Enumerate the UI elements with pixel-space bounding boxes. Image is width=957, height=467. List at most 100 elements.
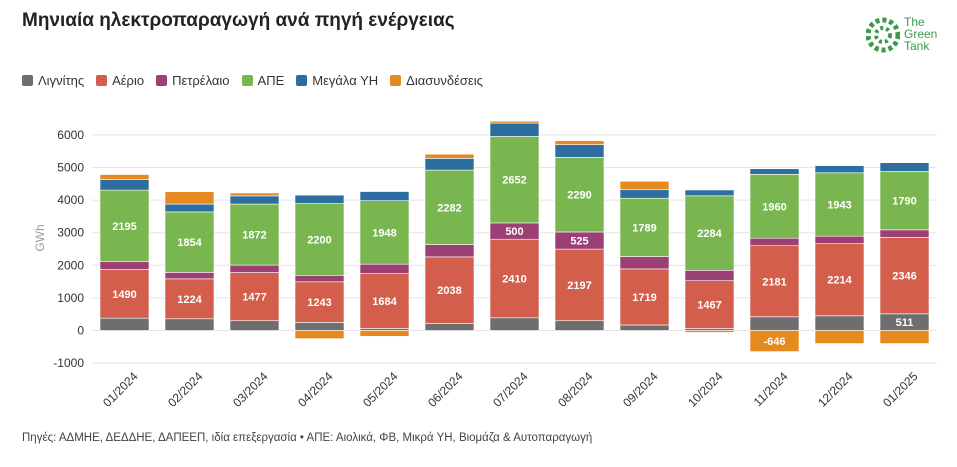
data-label: 2410	[502, 274, 526, 286]
bar-segment-res	[424, 169, 475, 245]
legend-label: Μεγάλα ΥΗ	[312, 73, 379, 88]
bar-segment-oil	[99, 261, 150, 270]
data-label: 1960	[762, 201, 786, 213]
data-label: 2214	[827, 275, 852, 287]
bar-segment-oil	[684, 269, 735, 282]
bar-segment-res	[684, 195, 735, 271]
data-label: 1854	[177, 237, 202, 249]
y-tick-label: 5000	[57, 161, 84, 175]
bar-segment-oil	[814, 235, 865, 244]
bar-segment-gas	[749, 245, 800, 318]
y-tick-label: -1000	[53, 356, 84, 370]
bar-segment-oil	[879, 229, 930, 238]
y-tick-label: 3000	[57, 226, 84, 240]
legend-swatch	[296, 75, 308, 86]
bar-segment-gas	[294, 281, 345, 323]
data-label: 1467	[697, 300, 721, 312]
bar-segment-res	[619, 197, 670, 257]
bar-segment-interconnections	[229, 192, 280, 197]
x-tick-label: 11/2024	[751, 369, 791, 409]
x-tick-label: 05/2024	[360, 369, 401, 410]
y-tick-label: 1000	[57, 291, 84, 305]
logo-leaf-icon	[866, 17, 900, 53]
data-label: 1948	[372, 227, 396, 239]
bar-segment-hydro	[424, 158, 475, 171]
bar-segment-lignite	[814, 315, 865, 331]
data-label: -646	[763, 336, 785, 348]
bar-segment-hydro	[749, 168, 800, 175]
bar-segment-lignite	[294, 322, 345, 331]
logo-text-line: Tank	[904, 39, 930, 53]
data-label: 2290	[567, 190, 591, 202]
bar-segment-lignite	[229, 320, 280, 331]
data-label: 1719	[632, 292, 656, 304]
bar-segment-interconnections	[424, 153, 475, 159]
bar-segment-hydro	[554, 144, 605, 158]
bar-segment-hydro	[359, 191, 410, 201]
legend-swatch	[22, 75, 33, 86]
bar-segment-interconnections	[99, 174, 150, 180]
data-label: 511	[896, 317, 914, 329]
legend-label: Πετρέλαιο	[172, 73, 230, 88]
legend-item-gas: Αέριο	[96, 73, 144, 88]
bar-segment-oil	[749, 237, 800, 247]
legend-item-oil: Πετρέλαιο	[156, 73, 230, 88]
logo-text: The Green Tank	[904, 16, 937, 52]
x-tick-label: 07/2024	[490, 369, 531, 410]
data-label: 2346	[892, 271, 916, 283]
bar-segment-hydro	[489, 122, 540, 137]
bar-segment-oil	[164, 272, 215, 280]
bar-segment-hydro	[229, 195, 280, 205]
bar-segment-lignite	[749, 316, 800, 331]
bar-segment-gas	[619, 268, 670, 326]
data-label: 1490	[112, 289, 136, 301]
bar-segment-hydro	[164, 203, 215, 213]
bar-segment-oil	[294, 275, 345, 283]
bar-segment-hydro	[814, 165, 865, 174]
legend-swatch	[156, 75, 168, 86]
legend-label: Αέριο	[112, 73, 145, 88]
bar-segment-lignite	[619, 324, 670, 331]
bar-segment-oil	[359, 263, 410, 274]
legend-swatch	[241, 75, 253, 86]
bar-segment-gas	[489, 238, 540, 319]
bar-segment-res	[489, 136, 540, 224]
x-tick-label: 01/2024	[100, 369, 141, 410]
data-label: 1789	[632, 222, 656, 234]
bar-segment-interconnections	[294, 330, 345, 339]
data-label: 1790	[892, 196, 916, 208]
data-label: 1224	[177, 294, 202, 306]
x-tick-label: 04/2024	[295, 369, 336, 410]
x-tick-label: 12/2024	[815, 369, 856, 410]
bar-segment-hydro	[879, 162, 930, 172]
bar-segment-res	[879, 171, 930, 231]
bar-segment-interconnections	[489, 120, 540, 124]
x-tick-label: 06/2024	[425, 369, 466, 410]
bar-segment-gas	[359, 273, 410, 329]
legend-label: ΑΠΕ	[257, 73, 285, 88]
y-tick-label: 4000	[57, 193, 84, 207]
x-tick-label: 08/2024	[555, 369, 596, 410]
legend-swatch	[96, 75, 108, 86]
bar-segment-oil	[619, 256, 670, 270]
y-tick-label: 0	[77, 324, 84, 338]
green-tank-logo: The Green Tank	[866, 12, 946, 58]
x-tick-label: 09/2024	[620, 369, 661, 410]
bar-segment-lignite	[164, 318, 215, 331]
bar-segment-res	[229, 203, 280, 266]
data-label: 2200	[307, 234, 331, 246]
bar-segment-interconnections	[554, 140, 605, 145]
y-tick-label: 2000	[57, 258, 84, 272]
bar-segment-gas	[99, 269, 150, 319]
bar-segment-res	[814, 172, 865, 237]
legend-label: Λιγνίτης	[38, 73, 85, 88]
legend-swatch	[390, 75, 402, 86]
x-tick-label: 10/2024	[685, 369, 726, 410]
bar-segment-hydro	[294, 194, 345, 204]
legend-item-hydro: Μεγάλα ΥΗ	[296, 73, 378, 88]
bar-segment-res	[359, 200, 410, 265]
bar-segment-oil	[424, 244, 475, 258]
legend-item-interconnections: Διασυνδέσεις	[390, 73, 483, 88]
bar-segment-res	[554, 157, 605, 233]
